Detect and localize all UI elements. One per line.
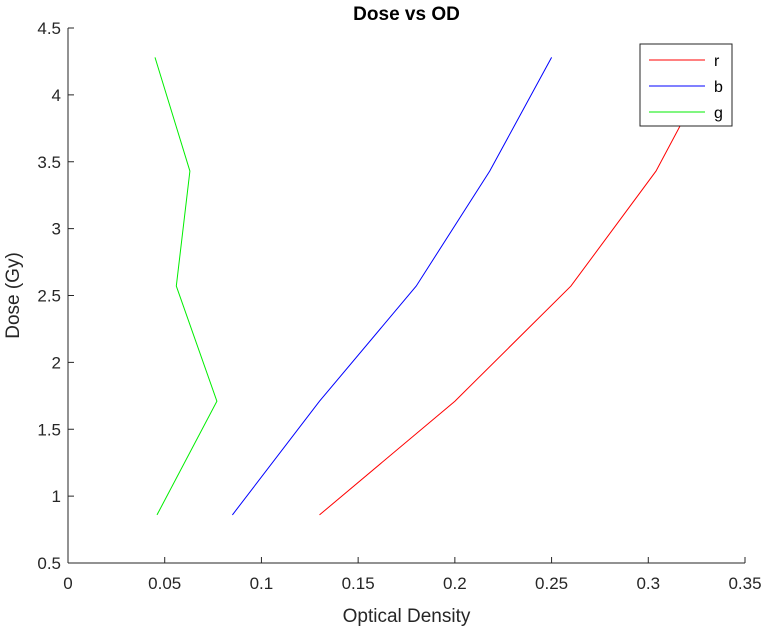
- axes-layer: 0 0.05 0.1 0.15 0.2 0.25 0.3 0.35 0.5 1 1.5 2 2.5 3 3…: [37, 19, 761, 593]
- series-line-b: [232, 57, 553, 516]
- y-tick-label: 4.5: [37, 19, 61, 38]
- y-tick-label: 3: [52, 220, 61, 239]
- legend-items: rbg: [649, 53, 723, 122]
- x-tick-label: 0.2: [443, 574, 467, 593]
- y-tick-label: 1: [52, 487, 61, 506]
- x-tick-label: 0.3: [636, 574, 660, 593]
- y-tick-label: 2.5: [37, 287, 61, 306]
- chart-title: Dose vs OD: [353, 4, 460, 25]
- series-layer: [154, 57, 698, 516]
- x-tick-label: 0: [63, 574, 72, 593]
- y-axis-ticks: 0.5 1 1.5 2 2.5 3 3.5 4 4.5: [37, 19, 74, 573]
- y-tick-label: 2: [52, 353, 61, 372]
- series-line-g: [154, 57, 218, 516]
- x-axis-label: Optical Density: [343, 606, 471, 627]
- x-tick-label: 0.25: [535, 574, 568, 593]
- y-tick-label: 1.5: [37, 420, 61, 439]
- series-line-r: [319, 94, 698, 516]
- x-tick-label: 0.15: [342, 574, 375, 593]
- y-tick-label: 4: [52, 86, 61, 105]
- x-tick-label: 0.05: [148, 574, 181, 593]
- x-tick-label: 0.35: [728, 574, 761, 593]
- y-tick-label: 3.5: [37, 153, 61, 172]
- x-tick-label: 0.1: [250, 574, 274, 593]
- legend-label-g: g: [714, 105, 723, 122]
- legend: rbg: [639, 43, 733, 127]
- legend-label-b: b: [714, 79, 723, 96]
- legend-label-r: r: [714, 53, 720, 70]
- x-axis-ticks: 0 0.05 0.1 0.15 0.2 0.25 0.3 0.35: [63, 557, 762, 593]
- y-tick-label: 0.5: [37, 554, 61, 573]
- plot-background: [68, 28, 745, 563]
- plot-area: 0 0.05 0.1 0.15 0.2 0.25 0.3 0.35 0.5 1 1.5 2 2.5 3 3…: [37, 19, 761, 593]
- y-axis-label: Dose (Gy): [3, 252, 24, 339]
